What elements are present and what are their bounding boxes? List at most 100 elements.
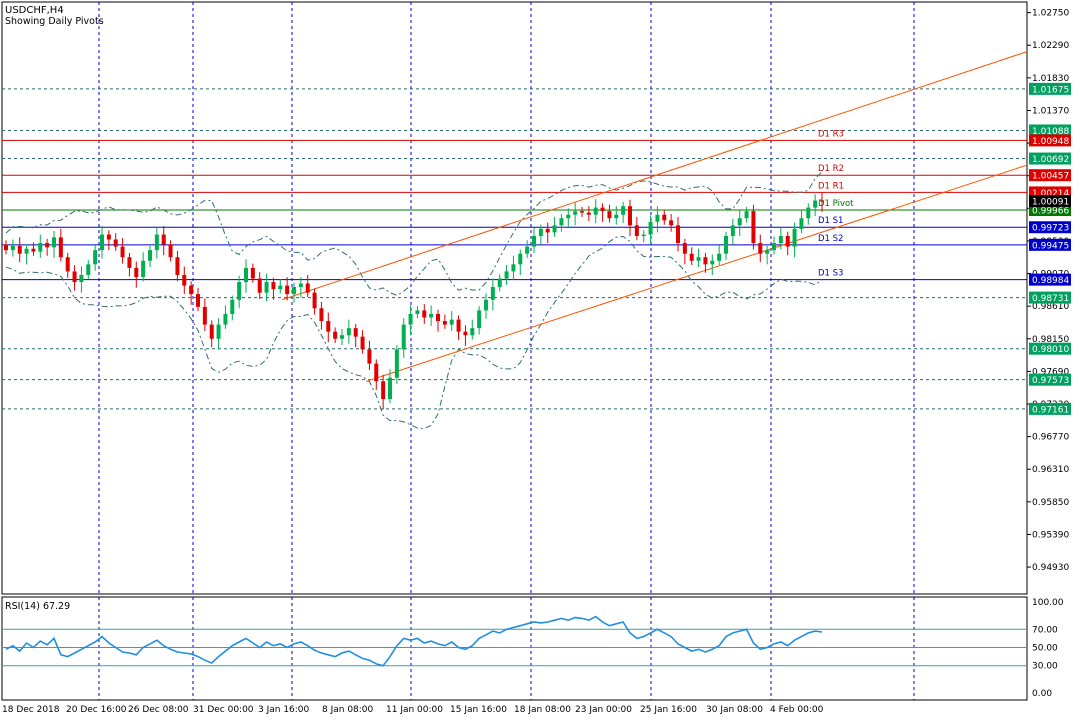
pivot-label: D1 S3 — [818, 269, 843, 279]
daily-pivot-lines: D1 R3 D1 R2 D1 R1 D1 Pivot D1 S1 D1 S2 D1 S3 — [2, 129, 1027, 281]
bull-candle — [511, 264, 516, 272]
bull-candle — [429, 313, 434, 318]
price-tick-label: 0.97690 — [1032, 367, 1069, 377]
level-price-tag-box — [1029, 291, 1071, 304]
bear-candle — [4, 244, 8, 251]
last-price-tag-box — [1029, 195, 1071, 208]
time-axis-label: 18 Jan 08:00 — [514, 705, 571, 715]
price-tags: 1.01675 1.01088 1.00692 0.98731 0.98010 0.975… — [1029, 82, 1071, 415]
bull-candle — [298, 283, 303, 288]
bear-candle — [271, 282, 276, 290]
bear-candle — [436, 313, 440, 322]
bull-candle — [813, 200, 818, 208]
bull-candle — [621, 206, 626, 215]
bear-candle — [31, 248, 36, 252]
bull-candle — [525, 246, 530, 254]
price-tick-label: 0.94930 — [1032, 563, 1069, 573]
pivot-price-tag-box — [1029, 134, 1071, 147]
bull-candle — [52, 237, 56, 248]
candlesticks — [4, 192, 824, 410]
level-price-tag-box — [1029, 152, 1071, 165]
bear-candle — [669, 220, 674, 226]
bull-candle — [696, 257, 701, 261]
rsi-tick-label: 70.00 — [1032, 625, 1058, 635]
bear-candle — [634, 225, 639, 236]
pivot-price-tag-box — [1029, 238, 1071, 251]
bear-candle — [820, 200, 824, 202]
time-axis-label: 23 Jan 00:00 — [575, 705, 632, 715]
bull-candle — [237, 282, 242, 300]
pivot-label: D1 S2 — [818, 234, 843, 244]
bull-candle — [724, 235, 728, 254]
bear-candle — [442, 321, 447, 325]
time-axis-label: 15 Jan 16:00 — [450, 705, 507, 715]
bull-candle — [538, 228, 543, 236]
bull-candle — [415, 310, 420, 314]
bear-candle — [196, 294, 200, 307]
horizontal-levels — [2, 88, 1027, 410]
bear-candle — [106, 234, 111, 240]
bull-candle — [504, 271, 509, 279]
bull-candle — [470, 328, 475, 336]
bear-candle — [202, 306, 207, 325]
price-tick-label: 0.96770 — [1032, 433, 1069, 443]
bear-candle — [360, 336, 365, 350]
pivot-price-tag: 0.98984 — [1032, 276, 1069, 286]
bull-candle — [559, 218, 564, 226]
pivot-label: D1 Pivot — [818, 199, 854, 209]
bear-candle — [127, 257, 132, 268]
bull-candle — [141, 260, 146, 278]
time-axis-label: 20 Dec 16:00 — [66, 705, 127, 715]
time-axis-label: 26 Dec 08:00 — [128, 705, 189, 715]
chart-symbol-label: USDCHF,H4 — [5, 5, 64, 16]
time-axis-label: 3 Jan 16:00 — [258, 705, 310, 715]
pivot-price-tag: 1.00948 — [1032, 137, 1069, 147]
bear-candle — [189, 285, 194, 295]
bull-candle — [552, 225, 557, 233]
bear-candle — [312, 292, 317, 309]
bull-candle — [648, 221, 653, 235]
bear-candle — [545, 228, 550, 233]
level-price-tag-box — [1029, 342, 1071, 355]
bear-candle — [120, 246, 125, 258]
bear-candle — [676, 225, 680, 244]
bear-candle — [72, 271, 77, 283]
bull-candle — [100, 234, 104, 251]
bear-candle — [758, 243, 763, 254]
bear-candle — [65, 257, 70, 272]
bear-candle — [628, 206, 632, 226]
bear-candle — [751, 211, 756, 244]
time-axis-label: 8 Jan 08:00 — [322, 705, 374, 715]
bull-candle — [216, 324, 221, 339]
level-price-tag-box — [1029, 82, 1071, 95]
bear-candle — [463, 331, 468, 336]
bull-candle — [532, 235, 536, 247]
channel-lower-line — [365, 164, 1028, 382]
price-tick-label: 1.02750 — [1032, 9, 1069, 19]
rsi-tick-label: 30.00 — [1032, 662, 1058, 672]
pivot-price-tag: 0.99475 — [1032, 241, 1069, 251]
bear-candle — [381, 381, 386, 400]
level-price-tag: 0.97573 — [1032, 376, 1069, 386]
bear-candle — [285, 285, 290, 295]
level-price-tag-box — [1029, 402, 1071, 415]
level-price-tag: 0.98010 — [1032, 345, 1069, 355]
price-tick-label: 1.01370 — [1032, 106, 1069, 116]
bear-candle — [113, 239, 118, 247]
bear-candle — [586, 212, 591, 215]
bear-candle — [45, 243, 50, 248]
bull-candle — [292, 287, 296, 295]
bull-candle — [806, 207, 811, 219]
bear-candle — [182, 274, 187, 286]
bear-candle — [785, 235, 790, 247]
pivot-price-tag-box — [1029, 221, 1071, 234]
bear-candle — [168, 244, 173, 258]
bull-candle — [641, 234, 646, 236]
bull-candle — [346, 328, 351, 336]
price-tick-label: 0.95850 — [1032, 498, 1069, 508]
bull-candle — [86, 264, 91, 275]
bull-candle — [518, 253, 523, 265]
bear-candle — [326, 321, 331, 332]
time-axis-label: 11 Jan 00:00 — [386, 705, 443, 715]
